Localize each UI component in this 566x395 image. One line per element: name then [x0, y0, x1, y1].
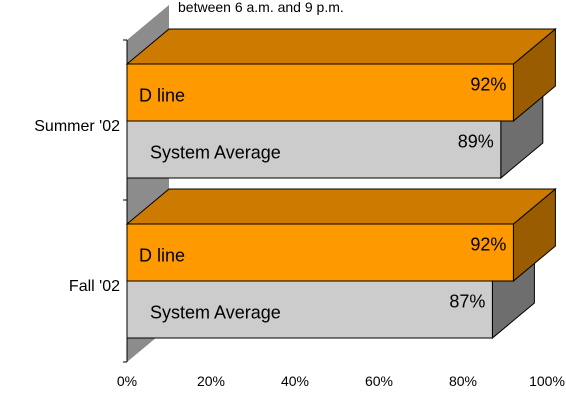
bar-series-label-0-1: System Average — [150, 143, 281, 163]
labels: Summer '02 System Average 89% D line 92% Fall… — [34, 75, 506, 323]
data-label-0-0: 92% — [470, 75, 506, 95]
x-tick-label-4: 80% — [449, 373, 477, 389]
category-label-0: Summer '02 — [34, 118, 120, 135]
bars — [125, 27, 557, 340]
bar-top-0-0 — [125, 28, 557, 65]
bar-0-1 — [126, 120, 502, 179]
category-label-1: Fall '02 — [69, 278, 120, 295]
bar-1-1 — [126, 280, 493, 339]
data-label-1-1: 87% — [449, 292, 485, 312]
x-tick-label-2: 40% — [281, 373, 309, 389]
x-tick-label-1: 20% — [197, 373, 225, 389]
bar-series-label-1-1: System Average — [150, 303, 281, 323]
bar-series-label-0-0: D line — [139, 86, 185, 106]
bar-series-label-1-0: D line — [139, 246, 185, 266]
data-label-1-0: 92% — [470, 235, 506, 255]
data-label-0-1: 89% — [458, 132, 494, 152]
x-axis: 0% 20% 40% 60% 80% 100% — [117, 373, 565, 389]
bar-top-1-0 — [125, 188, 557, 225]
bar-1-0 — [126, 223, 514, 282]
bar-0-0 — [126, 63, 514, 122]
x-tick-label-0: 0% — [117, 373, 137, 389]
x-tick-label-3: 60% — [365, 373, 393, 389]
chart-subtitle: between 6 a.m. and 9 p.m. — [178, 0, 344, 15]
x-tick-label-5: 100% — [529, 373, 565, 389]
